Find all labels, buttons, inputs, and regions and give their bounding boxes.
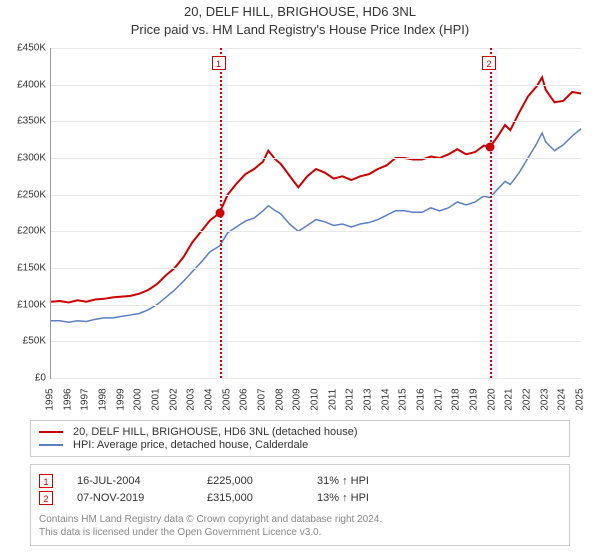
x-tick-label: 2004: [204, 388, 215, 410]
y-tick-label: £200K: [0, 226, 46, 237]
event-row-2: 2 07-NOV-2019 £315,000 13% ↑ HPI: [39, 491, 561, 505]
legend-label-hpi: HPI: Average price, detached house, Cald…: [73, 439, 308, 451]
event-row-1: 1 16-JUL-2004 £225,000 31% ↑ HPI: [39, 474, 561, 488]
x-tick-label: 2009: [292, 388, 303, 410]
marker-dot-1: [215, 209, 224, 218]
event-date-2: 07-NOV-2019: [77, 492, 207, 504]
x-tick-label: 2011: [327, 389, 338, 411]
x-tick-label: 1995: [45, 388, 56, 410]
copyright: Contains HM Land Registry data © Crown c…: [39, 513, 561, 539]
x-tick-label: 2002: [168, 388, 179, 410]
copyright-line2: This data is licensed under the Open Gov…: [39, 527, 321, 538]
x-tick-label: 1997: [80, 388, 91, 410]
legend-label-property: 20, DELF HILL, BRIGHOUSE, HD6 3NL (detac…: [73, 426, 358, 438]
event-badge-1: 1: [39, 474, 53, 488]
marker-box-2: 2: [482, 56, 496, 70]
y-tick-label: £400K: [0, 79, 46, 90]
event-badge-2: 2: [39, 491, 53, 505]
y-tick-label: £100K: [0, 299, 46, 310]
x-tick-label: 2016: [416, 388, 427, 410]
x-tick-label: 2000: [133, 388, 144, 410]
event-price-2: £315,000: [207, 492, 317, 504]
x-tick-label: 1999: [115, 388, 126, 410]
x-tick-label: 2019: [469, 388, 480, 410]
copyright-line1: Contains HM Land Registry data © Crown c…: [39, 514, 382, 525]
legend-item-property: 20, DELF HILL, BRIGHOUSE, HD6 3NL (detac…: [39, 426, 561, 438]
chart-title: 20, DELF HILL, BRIGHOUSE, HD6 3NL: [0, 4, 600, 19]
chart-lines: [51, 48, 581, 378]
y-tick-label: £350K: [0, 116, 46, 127]
x-tick-label: 2013: [363, 388, 374, 410]
x-tick-label: 2006: [239, 388, 250, 410]
x-tick-label: 2021: [504, 388, 515, 410]
y-tick-label: £300K: [0, 153, 46, 164]
x-tick-label: 2023: [539, 388, 550, 410]
y-tick-label: £50K: [0, 336, 46, 347]
x-tick-label: 2018: [451, 388, 462, 410]
event-note-1: 31% ↑ HPI: [317, 475, 369, 487]
y-tick-label: £250K: [0, 189, 46, 200]
x-tick-label: 2022: [522, 388, 533, 410]
y-tick-label: £450K: [0, 43, 46, 54]
x-tick-label: 2025: [575, 388, 586, 410]
x-tick-label: 2005: [221, 388, 232, 410]
x-tick-label: 2014: [380, 388, 391, 410]
event-price-1: £225,000: [207, 475, 317, 487]
chart-container: 20, DELF HILL, BRIGHOUSE, HD6 3NL Price …: [0, 0, 600, 560]
x-tick-label: 2007: [257, 388, 268, 410]
marker-dot-2: [486, 143, 495, 152]
events-panel: 1 16-JUL-2004 £225,000 31% ↑ HPI 2 07-NO…: [30, 464, 570, 546]
x-tick-label: 2003: [186, 388, 197, 410]
x-tick-label: 1998: [98, 388, 109, 410]
y-tick-label: £150K: [0, 263, 46, 274]
legend-item-hpi: HPI: Average price, detached house, Cald…: [39, 439, 561, 451]
x-tick-label: 2010: [310, 388, 321, 410]
legend: 20, DELF HILL, BRIGHOUSE, HD6 3NL (detac…: [30, 420, 570, 457]
marker-box-1: 1: [212, 56, 226, 70]
x-tick-label: 2001: [151, 388, 162, 410]
chart-subtitle: Price paid vs. HM Land Registry's House …: [0, 22, 600, 37]
x-tick-label: 2017: [433, 388, 444, 410]
y-tick-label: £0: [0, 373, 46, 384]
x-tick-label: 2012: [345, 388, 356, 410]
legend-swatch-property: [39, 431, 63, 433]
event-date-1: 16-JUL-2004: [77, 475, 207, 487]
legend-swatch-hpi: [39, 444, 63, 446]
x-tick-label: 1996: [62, 388, 73, 410]
x-tick-label: 2024: [557, 388, 568, 410]
x-tick-label: 2020: [486, 388, 497, 410]
marker-vline-2: [490, 48, 492, 378]
x-tick-label: 2015: [398, 388, 409, 410]
x-tick-label: 2008: [274, 388, 285, 410]
plot-area: [50, 48, 581, 379]
event-note-2: 13% ↑ HPI: [317, 492, 369, 504]
